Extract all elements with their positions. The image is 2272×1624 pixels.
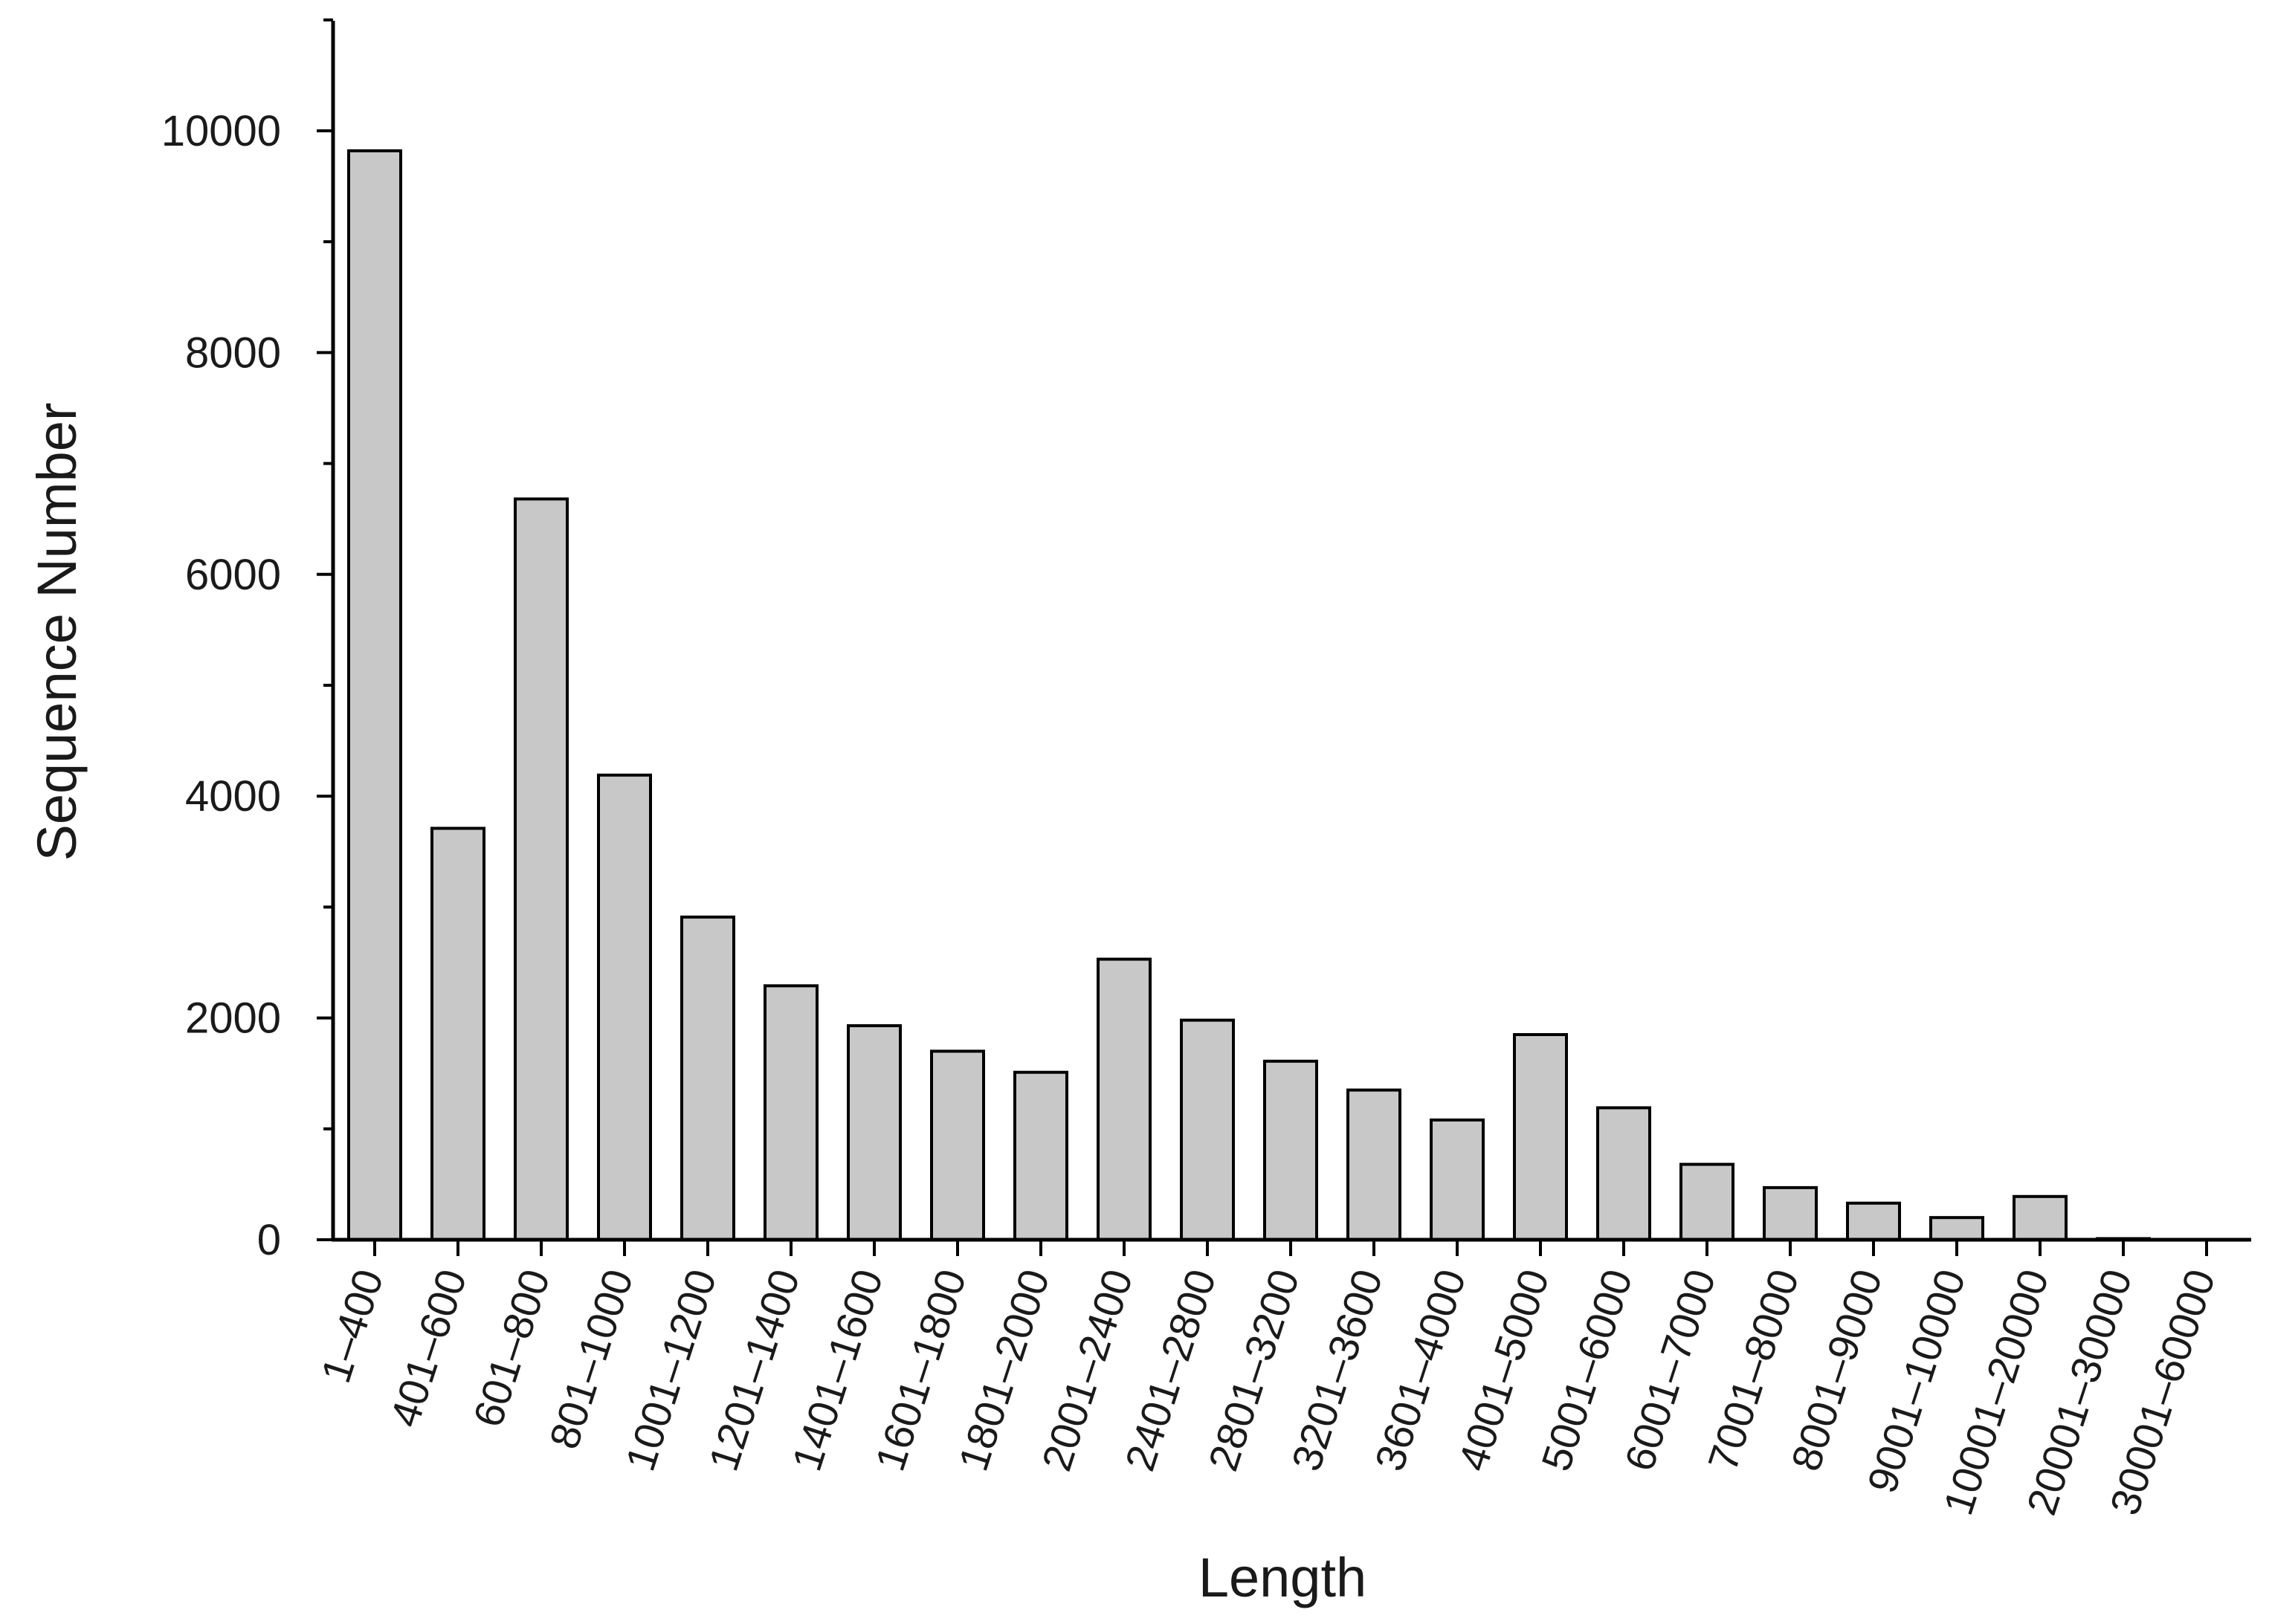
y-tick-label: 0 bbox=[257, 1216, 281, 1264]
x-axis-title: Length bbox=[1198, 1547, 1366, 1608]
y-tick-label: 10000 bbox=[161, 107, 281, 155]
bar bbox=[1513, 1032, 1568, 1241]
bar bbox=[430, 826, 485, 1241]
x-tick-label: 1–400 bbox=[312, 1264, 392, 1388]
bar bbox=[1596, 1106, 1651, 1242]
bar bbox=[680, 915, 735, 1241]
bar bbox=[930, 1049, 985, 1241]
bar bbox=[1180, 1018, 1235, 1241]
y-tick-label: 8000 bbox=[185, 329, 281, 377]
y-tick-label: 6000 bbox=[185, 551, 281, 599]
bar bbox=[347, 149, 402, 1242]
bar bbox=[1679, 1162, 1734, 1241]
y-tick-label: 4000 bbox=[185, 772, 281, 821]
bar bbox=[1013, 1070, 1068, 1242]
bar bbox=[1430, 1118, 1485, 1242]
bar bbox=[1346, 1088, 1401, 1241]
bar bbox=[847, 1024, 902, 1241]
x-tick-label: 401–600 bbox=[381, 1264, 475, 1432]
bar bbox=[514, 497, 569, 1241]
x-tick-label: 801–1000 bbox=[540, 1264, 642, 1454]
plot-area: 0 2000 4000 6000 8000 10000 1–400401–600601–80… bbox=[161, 18, 2251, 1521]
bar bbox=[1929, 1216, 1984, 1242]
bar bbox=[1097, 957, 1152, 1242]
x-tick-label: 601–800 bbox=[464, 1264, 558, 1432]
bar bbox=[597, 773, 652, 1242]
bar bbox=[1263, 1059, 1318, 1241]
bar bbox=[1763, 1185, 1818, 1241]
bar bbox=[764, 984, 819, 1242]
y-axis-title: Sequence Number bbox=[26, 402, 88, 861]
bar bbox=[1846, 1201, 1901, 1242]
y-tick-label: 2000 bbox=[185, 994, 281, 1043]
bar bbox=[2013, 1194, 2068, 1242]
